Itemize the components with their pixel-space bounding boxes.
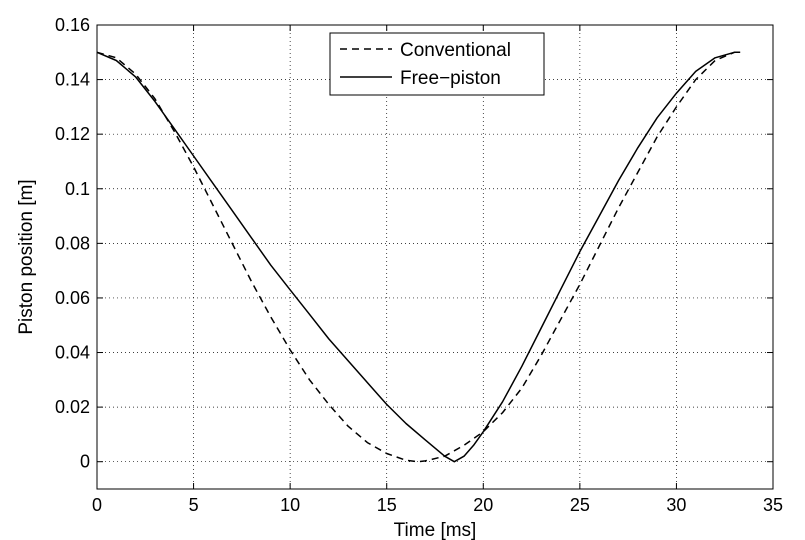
axis-ticks [96, 24, 774, 489]
y-tick-label: 0.04 [55, 343, 90, 363]
y-tick-label: 0.1 [65, 179, 90, 199]
y-tick-label: 0.08 [55, 233, 90, 253]
x-tick-label: 35 [763, 495, 783, 515]
y-tick-label: 0.06 [55, 288, 90, 308]
x-axis-label: Time [ms] [394, 520, 477, 540]
y-axis-label: Piston position [m] [16, 179, 37, 334]
y-tick-label: 0.16 [55, 15, 90, 35]
y-tick-label: 0.12 [55, 124, 90, 144]
x-tick-label: 20 [473, 495, 493, 515]
series-line-free-piston [96, 51, 741, 463]
x-tick-label: 30 [666, 495, 686, 515]
x-tick-labels: 0 5 10 15 20 25 30 35 [92, 495, 783, 515]
plot-area [97, 25, 773, 489]
legend-box [329, 32, 545, 96]
y-tick-labels: 0 0.02 0.04 0.06 0.08 0.1 0.12 0.14 0.16 [55, 15, 90, 472]
plot-frame [96, 24, 774, 490]
series-layer [96, 51, 741, 463]
x-tick-label: 15 [377, 495, 397, 515]
series-line-conventional [96, 51, 741, 463]
legend-label-free-piston: Free−piston [400, 68, 501, 89]
y-tick-label: 0 [80, 452, 90, 472]
legend: Conventional Free−piston [329, 32, 545, 96]
x-tick-label: 5 [189, 495, 199, 515]
x-tick-label: 0 [92, 495, 102, 515]
legend-label-conventional: Conventional [400, 40, 511, 61]
y-tick-label: 0.02 [55, 397, 90, 417]
x-tick-label: 25 [570, 495, 590, 515]
y-tick-label: 0.14 [55, 70, 90, 90]
x-tick-label: 10 [280, 495, 300, 515]
